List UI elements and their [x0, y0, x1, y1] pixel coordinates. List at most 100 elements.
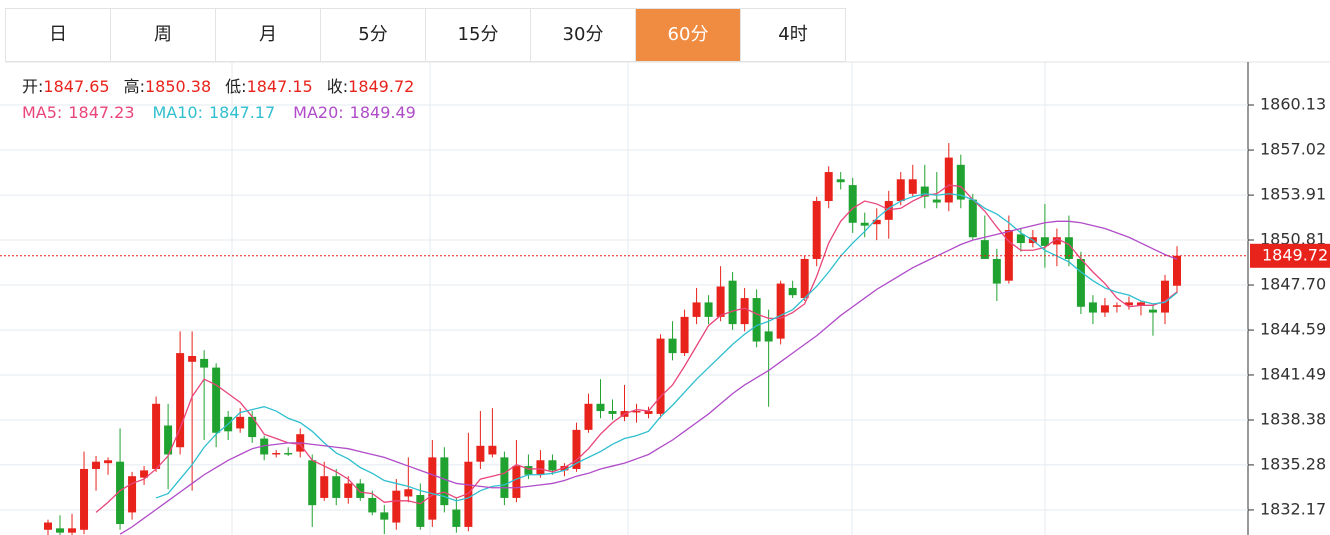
- candle-body: [536, 460, 545, 475]
- grid: [0, 104, 1248, 511]
- candle-body: [728, 280, 737, 325]
- candle-body: [320, 476, 329, 498]
- x-grid: [231, 62, 1046, 535]
- period-tab[interactable]: 5分: [321, 9, 426, 61]
- candle-body: [392, 490, 401, 523]
- ma-name: MA10:: [153, 103, 204, 122]
- period-tab[interactable]: 30分: [531, 9, 636, 61]
- candle-body: [740, 298, 749, 325]
- candle-body: [608, 411, 617, 414]
- candle-body: [884, 201, 893, 220]
- candle-body: [1124, 302, 1133, 306]
- candle-body: [44, 522, 52, 530]
- candle-body: [1148, 309, 1157, 313]
- candle-body: [848, 185, 857, 223]
- candle-body: [68, 528, 77, 533]
- candle-body: [1088, 302, 1097, 313]
- info-value: 1847.65: [43, 77, 109, 96]
- candle-body: [1064, 237, 1073, 259]
- candle-body: [656, 338, 665, 414]
- candle-body: [584, 403, 593, 430]
- ma-name: MA5:: [22, 103, 62, 122]
- candle-body: [1052, 237, 1061, 245]
- ma-name: MA20:: [293, 103, 344, 122]
- period-tab[interactable]: 4时: [741, 9, 846, 61]
- axis-labels: 1860.13 1857.02 1853.91 1850.81 1847.70 1844.…: [1248, 95, 1330, 518]
- info-label: 低:: [225, 77, 246, 96]
- candle-body: [980, 240, 989, 259]
- period-tab[interactable]: 15分: [426, 9, 531, 61]
- candle-body: [680, 316, 689, 354]
- period-tab[interactable]: 60分: [636, 9, 741, 61]
- candle-body: [752, 298, 761, 342]
- period-tab[interactable]: 月: [216, 9, 321, 61]
- candle-body: [716, 286, 725, 317]
- candle-body: [860, 222, 869, 226]
- candle-body: [1112, 305, 1121, 307]
- last-price-tag: [1250, 243, 1330, 268]
- candle-body: [824, 172, 833, 202]
- period-tab[interactable]: 周: [111, 9, 216, 61]
- candle-body: [56, 528, 65, 533]
- ma-value: 1847.17: [209, 103, 275, 122]
- candle-body: [104, 460, 113, 464]
- info-label: 收:: [327, 77, 348, 96]
- y-tick-label: 1847.70: [1260, 275, 1326, 294]
- candle-body: [596, 403, 605, 412]
- candle-body: [308, 460, 317, 506]
- candle-body: [440, 457, 449, 506]
- candle-body: [1016, 234, 1025, 244]
- candle-body: [176, 353, 185, 448]
- candle-body: [152, 403, 161, 469]
- candle-body: [932, 199, 941, 203]
- candle-body: [272, 453, 281, 455]
- candle-body: [236, 416, 245, 429]
- candle-body: [1040, 237, 1049, 246]
- candle-body: [800, 258, 809, 299]
- candle-body: [632, 411, 641, 413]
- ma-line: [119, 220, 1178, 535]
- candle-body: [356, 483, 365, 498]
- ma-line: [95, 184, 1178, 513]
- candle-body: [548, 460, 557, 471]
- ma-value: 1847.23: [68, 103, 134, 122]
- ma-info: MA5: 1847.23 MA10: 1847.17 MA20: 1849.49: [22, 103, 416, 122]
- candle-body: [200, 358, 209, 368]
- candle-body: [1136, 302, 1145, 306]
- y-tick-label: 1850.81: [1260, 229, 1326, 248]
- candle-body: [500, 457, 509, 498]
- candle-body: [116, 461, 125, 524]
- candle-body: [524, 466, 533, 475]
- ohlc-info: 开:1847.65 高:1850.38 低:1847.15 收:1849.72: [22, 77, 414, 96]
- y-tick-label: 1844.59: [1260, 320, 1326, 339]
- candle-body: [896, 179, 905, 202]
- candle-body: [572, 429, 581, 469]
- candle-body: [920, 186, 929, 197]
- candle-body: [764, 331, 773, 342]
- y-tick-label: 1853.91: [1260, 185, 1326, 204]
- y-tick-label: 1860.13: [1260, 95, 1326, 114]
- candle-body: [644, 411, 653, 414]
- candle-body: [512, 466, 521, 498]
- y-tick-label: 1838.38: [1260, 410, 1326, 429]
- y-tick-label: 1841.49: [1260, 364, 1326, 383]
- candle-body: [416, 495, 425, 527]
- candle-body: [260, 438, 269, 455]
- candle-body: [704, 302, 713, 317]
- candle-body: [404, 489, 413, 497]
- info-value: 1849.72: [348, 77, 414, 96]
- candle-body: [344, 483, 353, 498]
- period-tabs: 日周月 5分 15分 30分 60分 4时: [5, 8, 846, 62]
- candle-body: [788, 287, 797, 296]
- candle-body: [1160, 280, 1169, 313]
- candle-body: [368, 497, 377, 513]
- info-label: 高:: [124, 77, 145, 96]
- period-tab[interactable]: 日: [6, 9, 111, 61]
- candle-body: [452, 509, 461, 527]
- candle-body: [836, 179, 845, 183]
- y-tick-label: 1832.17: [1260, 499, 1326, 518]
- info-value: 1850.38: [145, 77, 211, 96]
- candle-body: [284, 453, 293, 455]
